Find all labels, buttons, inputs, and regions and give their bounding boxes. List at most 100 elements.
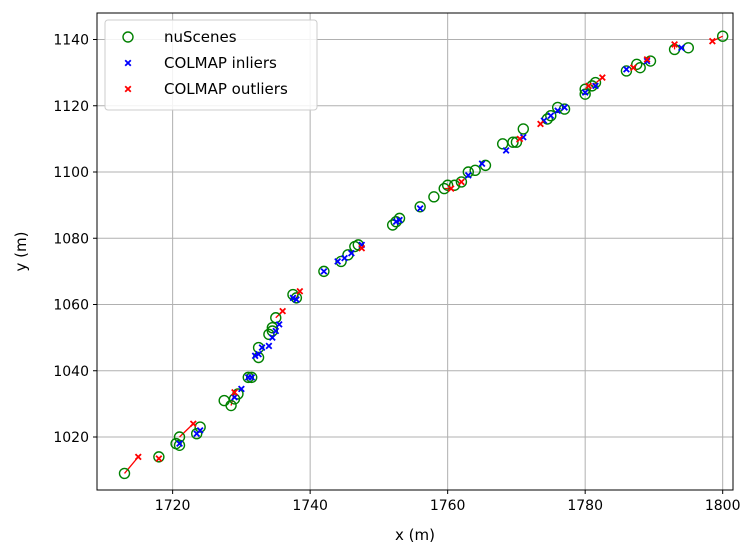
nuscenes-point: [318, 265, 330, 278]
colmap-inlier-point: [416, 205, 424, 212]
nuscenes-point: [634, 61, 646, 74]
colmap-outlier-point: [279, 307, 287, 315]
nuscenes-point: [414, 201, 426, 213]
colmap-inlier-point: [272, 327, 280, 335]
nuscenes-point: [287, 288, 299, 301]
nuscenes-point: [496, 138, 509, 150]
nuscenes-point: [266, 321, 279, 334]
legend-label-colmap-outliers: COLMAP outliers: [164, 80, 288, 98]
nuscenes-point: [631, 58, 643, 71]
nuscenes-point: [479, 159, 492, 172]
nuscenes-point: [290, 292, 303, 304]
nuscenes-point: [153, 451, 165, 463]
nuscenes-point: [716, 30, 729, 42]
legend-x-marker: [124, 59, 132, 67]
colmap-inlier-point: [251, 352, 259, 360]
axis-ticks: 1720 1740 1760 1780 1800 1020 1040 1060 1080 1100…: [53, 33, 740, 515]
legend-x-marker: [124, 85, 132, 93]
colmap-inlier-point: [347, 249, 355, 257]
colmap-inlier-point: [677, 44, 685, 52]
nuscenes-point: [620, 65, 633, 77]
colmap-inlier-point: [292, 296, 300, 303]
colmap-inlier-point: [547, 112, 555, 120]
x-tick-label: 1720: [155, 498, 191, 514]
nuscenes-point: [246, 371, 258, 384]
colmap-outlier-point: [155, 455, 163, 462]
colmap-inlier-point: [320, 267, 328, 275]
colmap-inlier-point: [255, 350, 263, 358]
colmap-inlier-point: [622, 65, 630, 73]
nuscenes-point: [462, 166, 474, 178]
legend: nuScenes COLMAP inliers COLMAP outliers: [104, 19, 318, 111]
nuscenes-point: [386, 219, 399, 231]
colmap-outlier-point: [516, 135, 524, 143]
colmap-inlier-point: [592, 82, 599, 90]
colmap-outlier-point: [447, 185, 455, 192]
nuscenes-point: [510, 136, 523, 148]
y-tick-label: 1140: [53, 33, 89, 49]
colmap-inlier-point: [248, 373, 256, 381]
colmap-inlier-point: [502, 147, 510, 154]
y-axis-label: y (m): [12, 232, 30, 272]
colmap-inlier-point: [258, 344, 266, 351]
nuscenes-point: [448, 179, 461, 191]
nuscenes-point: [218, 394, 230, 407]
nuscenes-point: [438, 182, 450, 195]
nuscenes-point: [266, 325, 279, 337]
nuscenes-point: [194, 421, 206, 433]
y-tick-label: 1020: [53, 430, 89, 446]
colmap-inlier-point: [581, 89, 589, 96]
colmap-inlier-point: [396, 216, 403, 224]
colmap-inlier-point: [341, 254, 348, 262]
nuscenes-point: [551, 101, 564, 114]
nuscenes-point: [469, 164, 481, 177]
colmap-outlier-point: [296, 287, 304, 295]
colmap-inlier-point: [561, 103, 568, 111]
colmap-outlier-point: [671, 41, 678, 48]
colmap-inlier-point: [478, 160, 486, 168]
x-axis-label: x (m): [395, 526, 435, 544]
x-tick-label: 1800: [705, 498, 741, 514]
nuscenes-point: [579, 83, 591, 95]
colmap-outlier-point: [537, 120, 544, 128]
y-tick-label: 1080: [53, 231, 89, 247]
x-tick-label: 1760: [430, 498, 466, 514]
nuscenes-point: [579, 88, 591, 100]
colmap-inlier-point: [268, 334, 276, 342]
colmap-inlier-point: [237, 385, 245, 393]
nuscenes-point: [517, 123, 529, 135]
legend-label-nuscenes: nuScenes: [164, 28, 237, 46]
nuscenes-point: [586, 80, 598, 92]
legend-circle-marker: [122, 31, 134, 43]
colmap-outlier-point: [358, 244, 366, 252]
nuscenes-point: [118, 467, 131, 480]
nuscenes-point: [270, 312, 282, 324]
nuscenes-point: [242, 371, 254, 384]
x-tick-label: 1780: [567, 498, 603, 514]
colmap-inlier-point: [554, 107, 562, 115]
nuscenes-point: [173, 431, 186, 443]
y-tick-label: 1120: [53, 99, 89, 115]
nuscenes-point: [441, 179, 454, 191]
legend-marker-nuscenes: [122, 31, 134, 43]
colmap-outlier-point: [231, 388, 238, 396]
nuscenes-point: [455, 176, 468, 188]
nuscenes-point: [507, 136, 519, 148]
y-tick-label: 1100: [53, 165, 89, 181]
nuscenes-point: [335, 255, 347, 268]
legend-marker-colmap-outliers: [124, 85, 132, 93]
colmap-inlier-point: [334, 258, 342, 265]
nuscenes-point: [682, 42, 695, 54]
data-points: [118, 30, 729, 480]
colmap-outlier-point: [189, 420, 197, 428]
nuscenes-point: [225, 399, 237, 412]
colmap-inlier-point: [275, 320, 283, 328]
nuscenes-point: [352, 239, 364, 251]
colmap-inlier-point: [519, 133, 527, 141]
colmap-outlier-point: [134, 453, 142, 461]
x-tick-label: 1740: [292, 498, 328, 514]
plot-area-frame: [96, 12, 734, 491]
colmap-inlier-point: [392, 218, 400, 226]
nuscenes-point: [428, 191, 440, 203]
